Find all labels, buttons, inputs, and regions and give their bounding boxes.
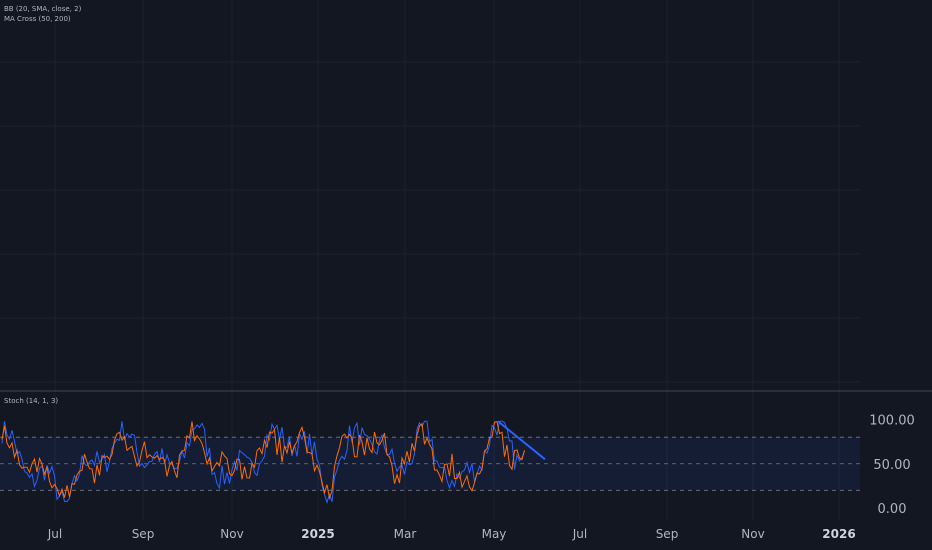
time-tick-0: Jul bbox=[47, 527, 62, 541]
time-tick-5: May bbox=[482, 527, 507, 541]
stochastic-pane bbox=[0, 420, 860, 504]
time-tick-3: 2025 bbox=[301, 527, 334, 541]
time-tick-4: Mar bbox=[394, 527, 417, 541]
stoch-legend-label[interactable]: Stoch (14, 1, 3) bbox=[4, 397, 59, 405]
stoch-tick-1: 50.00 bbox=[873, 458, 910, 473]
time-tick-7: Sep bbox=[656, 527, 679, 541]
grid bbox=[0, 0, 860, 520]
stoch-line-0 bbox=[1, 420, 525, 504]
time-tick-1: Sep bbox=[132, 527, 155, 541]
time-tick-6: Jul bbox=[572, 527, 587, 541]
indicator-legend: BB (20, SMA, close, 2) MA Cross (50, 200… bbox=[4, 4, 81, 24]
time-axis[interactable]: Jul Sep Nov 2025 Mar May Jul Sep Nov 2026 bbox=[47, 527, 856, 541]
stoch-tick-0: 100.00 bbox=[869, 414, 915, 429]
stoch-tick-2: 0.00 bbox=[878, 502, 907, 517]
stoch-line-1 bbox=[1, 421, 525, 501]
bb-legend-label[interactable]: BB (20, SMA, close, 2) bbox=[4, 5, 82, 13]
stoch-axis[interactable]: 100.00 50.00 0.00 bbox=[869, 414, 915, 518]
time-tick-8: Nov bbox=[741, 527, 764, 541]
time-tick-9: 2026 bbox=[822, 527, 855, 541]
ma-cross-legend-label[interactable]: MA Cross (50, 200) bbox=[4, 15, 71, 23]
time-tick-2: Nov bbox=[220, 527, 243, 541]
stoch-trendline bbox=[497, 420, 546, 461]
